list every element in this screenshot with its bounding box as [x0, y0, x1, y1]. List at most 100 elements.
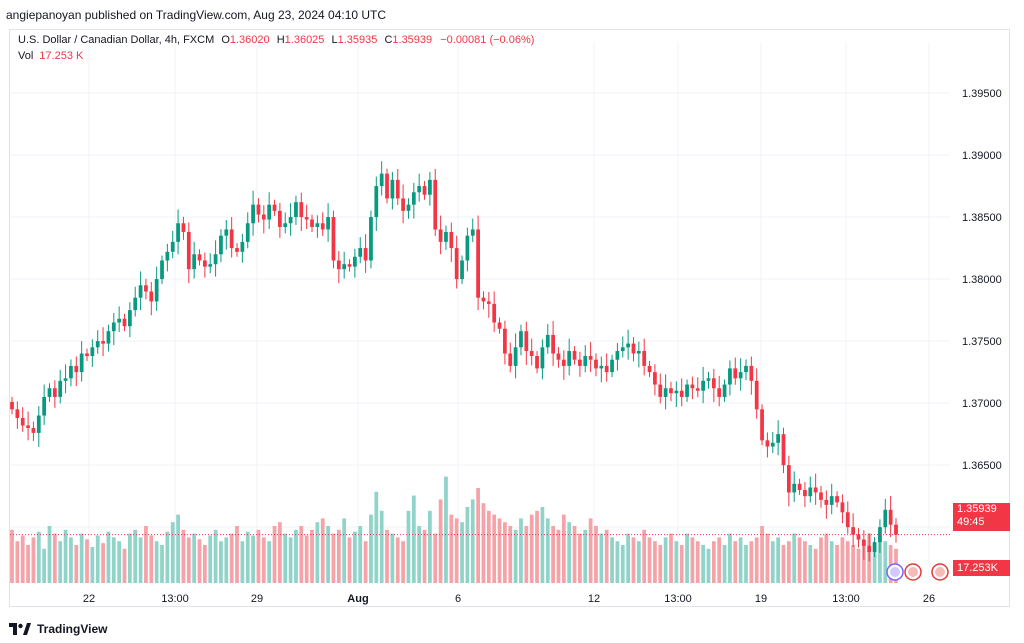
volume-bar — [856, 548, 861, 583]
volume-bar — [636, 541, 641, 583]
volume-bar — [267, 541, 272, 583]
volume-bar — [685, 533, 689, 583]
volume-bar — [422, 529, 427, 583]
volume-bar — [278, 522, 282, 583]
volume-bar — [331, 533, 336, 583]
volume-bar — [63, 529, 68, 583]
tradingview-brand: TradingView — [37, 622, 108, 636]
symbol-title[interactable]: U.S. Dollar / Canadian Dollar, 4h, FXCM — [18, 34, 215, 46]
volume-bar — [149, 535, 154, 583]
candle-body — [26, 425, 30, 428]
volume-bar — [240, 541, 245, 583]
published-line: angiepanoyan published on TradingView.co… — [6, 8, 387, 22]
volume-bar — [192, 533, 197, 583]
candle-body — [170, 241, 175, 252]
candle-body — [572, 351, 577, 360]
candle-body — [829, 496, 834, 505]
candle-body — [749, 365, 754, 381]
volume-axis-label: 17.253K — [953, 560, 1010, 576]
candle-body — [304, 217, 309, 220]
volume-bar — [465, 507, 470, 583]
candle-body — [776, 434, 781, 443]
candle-body — [465, 235, 470, 261]
candle-body — [840, 502, 845, 513]
volume-bar — [10, 529, 14, 583]
candle-body — [267, 204, 272, 220]
volume-bar — [229, 533, 234, 583]
header-bar: angiepanoyan published on TradingView.co… — [0, 0, 1024, 30]
candle-body — [117, 318, 122, 323]
volume-bar — [690, 537, 695, 583]
candle-body — [428, 179, 432, 195]
volume-bar — [728, 533, 732, 583]
candle-body — [454, 248, 459, 280]
candle-body — [888, 509, 893, 525]
volume-bar — [401, 541, 405, 583]
candle-body — [669, 388, 673, 394]
candle-body — [674, 390, 679, 394]
volume-bar — [438, 499, 443, 583]
candle-body — [717, 388, 722, 397]
volume-bar — [106, 531, 111, 583]
candle-body — [497, 322, 502, 329]
volume-bar — [610, 537, 614, 583]
volume-bar — [133, 529, 138, 583]
change-value: −0.00081 (−0.06%) — [440, 34, 535, 46]
candle-body — [197, 254, 202, 261]
volume-bar — [288, 537, 293, 583]
candle-body — [894, 524, 898, 535]
candle-body — [406, 204, 411, 211]
candle-body — [299, 202, 304, 218]
candle-body — [111, 322, 116, 332]
volume-bar — [840, 537, 845, 583]
volume-bar — [74, 545, 79, 583]
candle-body — [395, 179, 400, 199]
candle-body — [792, 483, 797, 493]
close-label: C — [384, 34, 393, 46]
candle-body — [127, 310, 132, 327]
volume-bar — [256, 529, 261, 583]
candle-body — [288, 217, 293, 224]
high-value: 1.36025 — [284, 34, 325, 46]
candle-body — [658, 384, 663, 397]
x-tick-label: Aug — [347, 593, 368, 605]
x-tick-label: 29 — [251, 593, 263, 605]
volume-bar — [52, 533, 57, 583]
y-tick-label: 1.36500 — [962, 460, 1002, 472]
candle-body — [508, 353, 513, 366]
bar-countdown: 49:45 — [957, 516, 985, 528]
volume-bar — [824, 533, 829, 583]
candle-body — [154, 279, 159, 302]
chart-frame[interactable] — [9, 29, 1010, 607]
candle-body — [133, 297, 138, 311]
candle-body — [122, 318, 127, 327]
candle-body — [835, 496, 839, 503]
volume-label[interactable]: Vol — [18, 50, 34, 62]
candle-body — [353, 256, 357, 267]
candle-body — [615, 351, 620, 360]
x-tick-label: 13:00 — [832, 593, 860, 605]
candle-body — [336, 260, 341, 270]
volume-bar — [706, 548, 711, 583]
candle-body — [679, 390, 684, 397]
volume-bar — [444, 476, 448, 583]
volume-bar — [235, 526, 239, 583]
candle-body — [524, 331, 529, 352]
volume-bar — [519, 518, 523, 583]
volume-bar — [481, 503, 486, 583]
candle-body — [160, 260, 164, 280]
open-label: O — [221, 34, 230, 46]
candle-body — [320, 223, 325, 230]
volume-bar — [208, 535, 213, 583]
volume-bar — [620, 545, 625, 583]
x-tick-label: 26 — [923, 593, 935, 605]
candle-body — [283, 223, 288, 227]
candle-body — [476, 229, 480, 298]
candle-body — [20, 418, 25, 426]
volume-bar — [561, 514, 566, 583]
volume-bar — [406, 510, 411, 583]
volume-bar — [872, 545, 877, 583]
candle-body — [685, 384, 689, 397]
volume-bar — [765, 533, 770, 583]
